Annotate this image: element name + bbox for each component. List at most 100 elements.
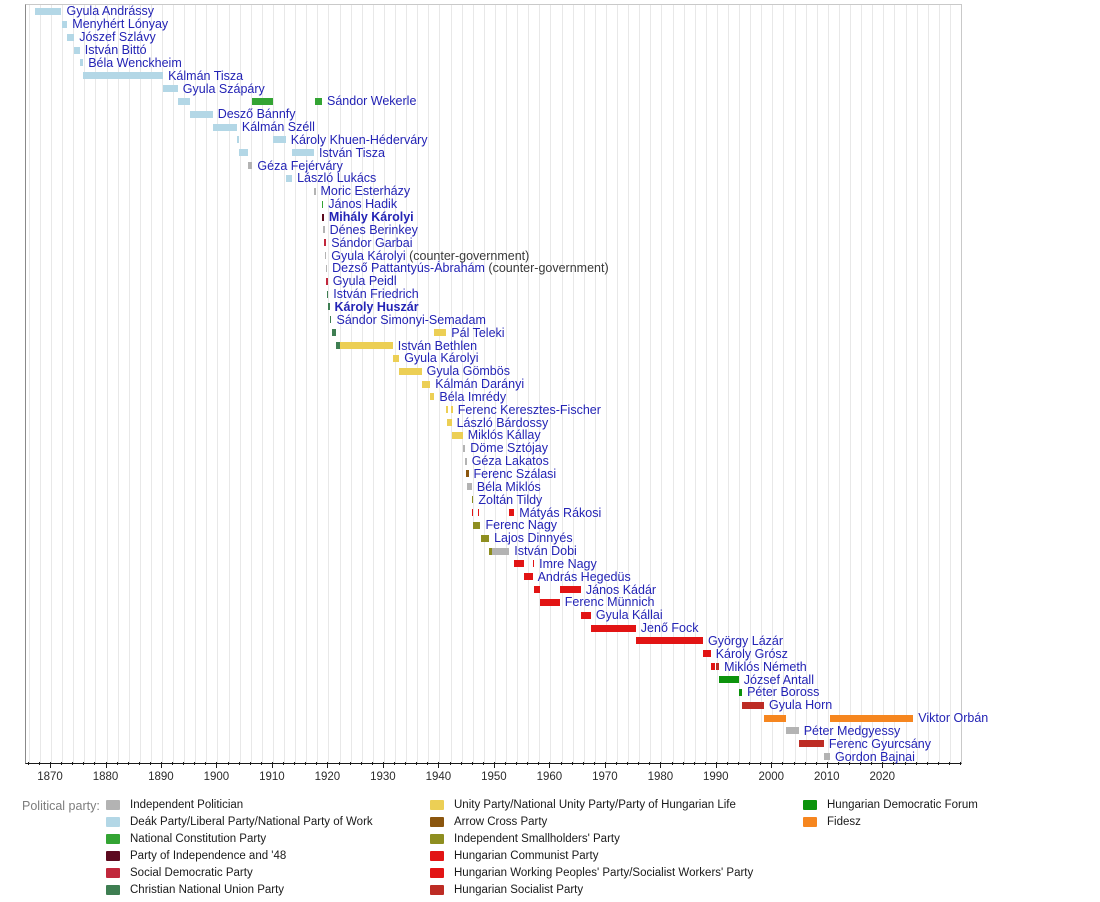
pm-label: Sándor Garbai — [331, 236, 412, 250]
axis-tick — [849, 762, 850, 765]
gridline — [106, 5, 108, 763]
gridline — [572, 5, 574, 763]
axis-tick-label: 1960 — [536, 771, 563, 783]
axis-tick-label: 1900 — [203, 771, 230, 783]
pm-label: András Hegedüs — [538, 570, 631, 584]
pm-suffix: (counter-government) — [405, 248, 530, 263]
gridline — [650, 5, 652, 763]
axis-tick — [316, 762, 318, 765]
gridline — [805, 5, 807, 763]
pm-label: Péter Medgyessy — [804, 724, 901, 738]
pm-label: Miklós Kállay — [468, 428, 541, 442]
gridline — [483, 5, 485, 763]
axis-tick-label: 1920 — [314, 771, 341, 783]
axis-tick — [682, 762, 684, 765]
pm-name: István Tisza — [319, 145, 385, 160]
term-bar — [491, 547, 510, 555]
axis-tick — [738, 762, 739, 765]
pm-name: Döme Sztójay — [470, 441, 548, 456]
pm-label: Sándor Simonyi-Semadam — [337, 313, 486, 327]
axis-tick — [283, 762, 284, 765]
axis-tick — [205, 762, 207, 765]
axis-tick — [27, 762, 29, 765]
gridline — [506, 5, 507, 763]
axis-tick — [271, 762, 273, 768]
axis-tick — [94, 762, 96, 765]
pm-label: László Bárdossy — [457, 416, 549, 430]
gridline — [272, 5, 274, 763]
axis-tick — [904, 762, 906, 765]
gridline — [838, 5, 840, 763]
axis-tick — [72, 762, 74, 765]
pm-label: Béla Imrédy — [439, 390, 506, 404]
gridline — [161, 5, 163, 763]
gridline — [494, 5, 496, 763]
axis-tick — [493, 762, 495, 768]
axis-tick — [394, 762, 395, 765]
pm-label: János Kádár — [586, 583, 656, 597]
pm-label: Mihály Károlyi — [329, 210, 414, 224]
axis-tick — [638, 762, 640, 765]
axis-tick — [627, 762, 629, 765]
gridline — [217, 5, 219, 763]
pm-label: Pál Teleki — [451, 326, 504, 340]
term-bar — [785, 727, 799, 735]
axis-tick — [61, 762, 63, 765]
pm-label: Gyula Károlyi (counter-government) — [331, 249, 529, 263]
term-bar — [247, 162, 253, 170]
gridline — [328, 5, 330, 763]
legend-swatch — [106, 884, 120, 895]
legend-swatch — [106, 833, 120, 844]
axis-tick — [948, 762, 950, 765]
pm-suffix: (counter-government) — [484, 261, 609, 276]
axis-tick — [460, 762, 462, 765]
term-bar — [830, 714, 914, 722]
pm-label: Menyhért Lónyay — [72, 17, 168, 31]
legend-item: Fidesz — [803, 813, 861, 830]
gridline — [461, 5, 463, 763]
legend-label: Hungarian Working Peoples' Party/Sociali… — [454, 866, 754, 879]
pm-name: Péter Boross — [747, 685, 820, 700]
gridline — [761, 5, 763, 763]
term-bar — [321, 200, 324, 208]
pm-name: Géza Lakatos — [471, 454, 549, 469]
term-bar — [74, 46, 80, 54]
axis-tick — [116, 762, 118, 765]
gridline — [594, 5, 596, 763]
pm-label: László Lukács — [297, 171, 376, 185]
axis-tick — [38, 762, 40, 765]
gridline — [583, 5, 585, 763]
term-bar — [823, 753, 830, 761]
axis-tick — [693, 762, 695, 765]
pm-name: Miklós Kállay — [467, 428, 541, 443]
term-bar — [532, 560, 535, 568]
axis-tick — [183, 762, 185, 765]
term-bar — [252, 97, 274, 105]
axis-tick — [726, 762, 728, 765]
axis-tick — [960, 762, 961, 765]
axis-tick — [782, 762, 784, 765]
pm-label: Kálmán Darányi — [435, 377, 524, 391]
pm-name: József Antall — [743, 672, 814, 687]
axis-tick — [160, 762, 162, 768]
legend-swatch — [106, 850, 120, 861]
axis-tick — [527, 762, 529, 765]
gridline — [639, 5, 641, 763]
gridline — [705, 5, 707, 763]
term-bar — [326, 277, 328, 285]
term-bar — [177, 97, 190, 105]
axis-tick — [837, 762, 839, 765]
gridline — [683, 5, 685, 763]
pm-label: Béla Miklós — [477, 480, 541, 494]
term-bar — [798, 740, 824, 748]
gridline — [95, 5, 97, 763]
legend-item: Independent Smallholders' Party — [430, 830, 620, 847]
pm-name: Gyula Kállai — [595, 608, 663, 623]
pm-label: Dénes Berinkey — [330, 223, 418, 237]
term-bar — [715, 663, 719, 671]
pm-label: József Antall — [744, 673, 814, 687]
axis-tick — [915, 762, 917, 765]
legend-label: Deák Party/Liberal Party/National Party … — [130, 815, 373, 828]
term-bar — [524, 573, 533, 581]
pm-name: Gyula Andrássy — [66, 4, 155, 19]
